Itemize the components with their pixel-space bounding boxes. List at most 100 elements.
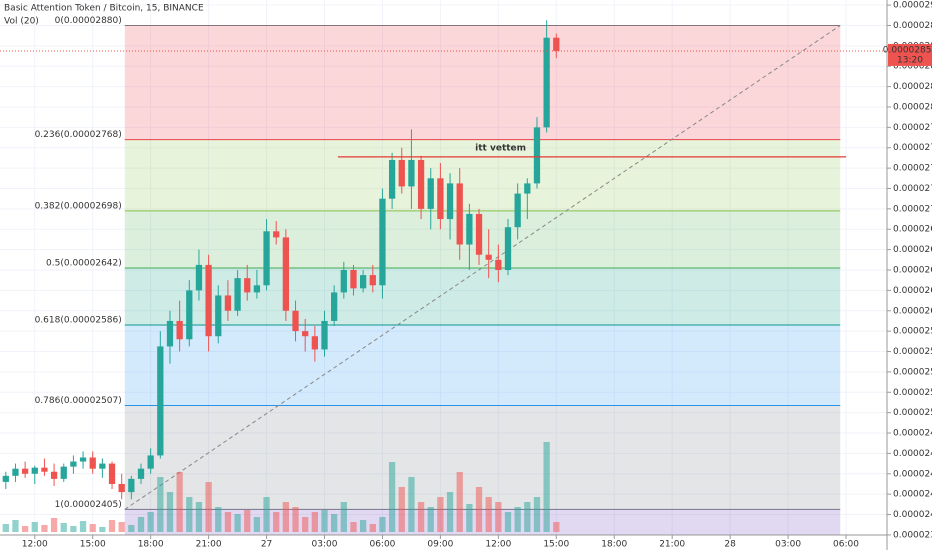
y-tick-label: 0.00002900: [893, 1, 932, 11]
fib-label: 0.236(0.00002768): [35, 130, 122, 140]
candle-body: [118, 483, 125, 493]
fib-label: 0.618(0.00002586): [35, 316, 122, 326]
candle-body: [321, 320, 328, 350]
volume-bar: [446, 492, 454, 532]
candle-body: [302, 331, 309, 337]
candle-body: [553, 37, 560, 51]
candle-body: [128, 478, 135, 493]
volume-bar: [224, 512, 232, 532]
y-tick-label: 0.00002620: [893, 286, 932, 296]
y-tick-label: 0.00002400: [893, 510, 932, 520]
candle-body: [408, 159, 415, 187]
volume-bar: [21, 526, 29, 532]
volume-bar: [118, 522, 125, 532]
candle-body: [41, 467, 48, 472]
price-tag-bg: [888, 43, 932, 66]
volume-bar: [99, 527, 106, 532]
price-tag: 0.00002855: [883, 45, 932, 55]
y-tick-label: 0.00002500: [893, 408, 932, 418]
candle-body: [292, 310, 299, 332]
x-tick-label: 21:00: [659, 540, 685, 550]
candle-body: [60, 466, 67, 479]
volume-bar: [340, 502, 347, 532]
x-tick-label: 09:00: [427, 540, 453, 550]
candle-body: [543, 37, 550, 128]
volume-bar: [311, 512, 318, 532]
fib-band: [124, 210, 841, 268]
candle-body: [359, 275, 367, 289]
y-tick-label: 0.00002740: [893, 164, 932, 174]
candle-body: [388, 159, 396, 199]
candle-body: [205, 264, 212, 337]
candle-body: [147, 455, 154, 469]
volume-bar: [244, 510, 251, 532]
candle-body: [12, 468, 19, 476]
volume-bar: [147, 512, 154, 532]
candle-body: [446, 183, 454, 220]
volume-bar: [292, 507, 299, 532]
candle-body: [166, 320, 174, 347]
y-tick-label: 0.00002580: [893, 327, 932, 337]
volume-bar: [137, 517, 145, 532]
candle-body: [244, 278, 251, 293]
volume-bar: [524, 502, 531, 532]
volume-bar: [166, 492, 174, 532]
x-tick-label: 12:00: [485, 540, 511, 550]
volume-bar: [379, 517, 386, 532]
x-tick-label: 03:00: [775, 540, 801, 550]
candle-body: [157, 346, 164, 456]
candle-body: [311, 336, 318, 350]
fib-band: [124, 267, 841, 326]
candle-body: [350, 270, 357, 289]
candle-body: [379, 198, 386, 286]
volume-bar: [331, 514, 338, 532]
y-tick-label: 0.00002840: [893, 62, 932, 72]
volume-bar: [427, 507, 434, 532]
x-tick-label: 18:00: [138, 540, 164, 550]
y-tick-label: 0.00002660: [893, 245, 932, 255]
fib-band: [124, 25, 841, 140]
fib-band: [124, 325, 841, 406]
volume-bar: [437, 497, 444, 532]
volume-bar: [504, 512, 512, 532]
y-tick-label: 0.00002640: [893, 266, 932, 276]
volume-bar: [398, 487, 405, 532]
candle-body: [282, 237, 290, 311]
volume-bar: [157, 477, 164, 532]
volume-bar: [350, 522, 357, 532]
volume-bar: [31, 522, 38, 532]
volume-bar: [533, 497, 541, 532]
x-tick-label: 03:00: [312, 540, 338, 550]
volume-bar: [456, 472, 463, 532]
volume-bar: [282, 502, 290, 532]
x-tick-label: 15:00: [543, 540, 569, 550]
candle-body: [31, 467, 38, 474]
x-tick-label: 28: [724, 540, 736, 550]
volume-bar: [50, 518, 58, 532]
fib-extension: [124, 509, 841, 535]
y-tick-label: 0.00002440: [893, 469, 932, 479]
volume-bar: [485, 497, 492, 532]
y-tick-label: 0.00002700: [893, 204, 932, 214]
candle-body: [417, 159, 425, 209]
y-tick-label: 0.00002680: [893, 225, 932, 235]
volume-bar: [12, 520, 19, 532]
candle-body: [137, 468, 145, 479]
volume-bar: [388, 462, 396, 532]
candle-body: [427, 178, 434, 209]
y-tick-label: 0.00002540: [893, 367, 932, 377]
candle-body: [224, 295, 232, 311]
y-tick-label: 0.00002560: [893, 347, 932, 357]
candle-body: [2, 475, 9, 482]
volume-bar: [128, 525, 135, 532]
candle-body: [437, 178, 444, 220]
fib-label: 1(0.00002405): [55, 500, 122, 510]
volume-bar: [321, 510, 328, 532]
chart-title: Basic Attention Token / Bitcoin, 15, BIN…: [4, 4, 204, 14]
volume-label: Vol (20): [4, 17, 39, 27]
volume-bar: [273, 512, 280, 532]
candle-body: [273, 231, 280, 238]
candle-body: [533, 127, 541, 184]
